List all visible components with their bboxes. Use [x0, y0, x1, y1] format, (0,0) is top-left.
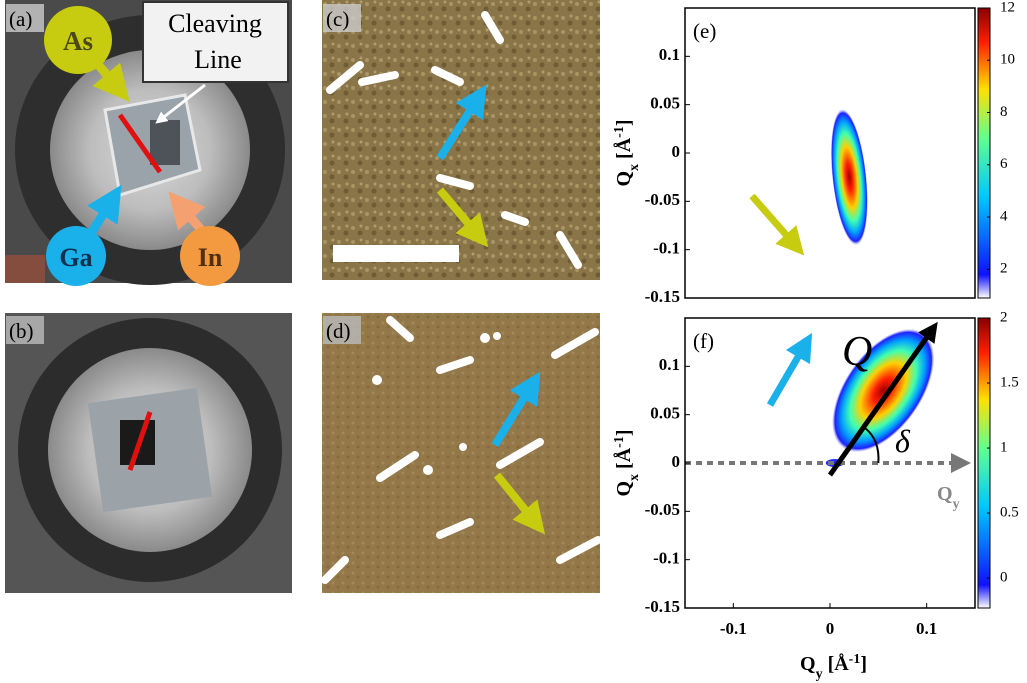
panel-label: (a) [9, 7, 32, 31]
panel-label: (c) [326, 7, 349, 31]
y-tick-label: 0 [672, 142, 681, 161]
annotation-part: y [953, 497, 960, 512]
colorbar [978, 318, 990, 608]
axis-label: Qx [Å-1] [612, 429, 642, 496]
colorbar-tick-label: 8 [1000, 104, 1008, 120]
y-tick-label: -0.05 [645, 500, 680, 519]
axis-label-part: [Å [612, 137, 635, 164]
y-tick-label: -0.15 [645, 287, 680, 306]
axis-label-part: -1 [612, 436, 627, 448]
panel-label: (e) [693, 19, 716, 43]
axis-label-part: -1 [849, 652, 861, 667]
y-tick-label: 0.05 [650, 94, 680, 113]
y-tick-label: -0.15 [645, 597, 680, 616]
colorbar-tick-label: 0.5 [1000, 505, 1019, 521]
axis-label-part: x [627, 164, 642, 171]
axis-label-part: y [816, 667, 823, 682]
element-label: In [198, 243, 223, 272]
y-tick-label: 0.1 [659, 45, 680, 64]
x-tick-label: 0.1 [916, 619, 937, 638]
afm-c [322, 0, 600, 280]
axis-label-part: Q [613, 171, 635, 187]
colorbar-tick-label: 2 [1000, 261, 1008, 277]
colorbar [978, 8, 990, 298]
y-tick-label: 0.1 [659, 355, 680, 374]
callout-text: Line [194, 45, 242, 74]
callout-text: Cleaving [168, 9, 262, 38]
x-tick-label: -0.1 [720, 619, 747, 638]
axis-label-part: Q [613, 481, 635, 497]
element-label: Ga [59, 243, 92, 272]
colorbar-tick-label: 2 [1000, 309, 1008, 325]
annotation: Q [842, 329, 872, 375]
axis-label-part: [Å [612, 447, 635, 474]
annotation: δ [895, 423, 911, 459]
colorbar-tick-label: 1.5 [1000, 374, 1019, 390]
annotation-part: Q [937, 483, 953, 505]
axis-label-part: [Å [823, 652, 850, 675]
axis-label: Qx [Å-1] [612, 119, 642, 186]
x-tick-label: 0 [826, 619, 835, 638]
axis-label-part: Q [800, 653, 816, 675]
element-label: As [63, 26, 93, 56]
photo-b [5, 313, 292, 593]
figure: As Ga In Cleaving Line (a) (b) (c) (d) -… [0, 0, 1027, 683]
axis-label-part: x [627, 474, 642, 481]
colorbar-tick-label: 6 [1000, 156, 1008, 172]
y-tick-label: -0.05 [645, 190, 680, 209]
panel-label: (f) [693, 329, 714, 353]
y-tick-label: -0.1 [653, 549, 680, 568]
colorbar-tick-label: 0 [1000, 570, 1008, 586]
colorbar-tick-label: 1 [1000, 439, 1008, 455]
axis-label-part: ] [613, 429, 635, 436]
y-tick-label: 0 [672, 452, 681, 471]
axis-label-part: -1 [612, 126, 627, 138]
y-tick-label: 0.05 [650, 404, 680, 423]
axis-label: Qy [Å-1] [800, 652, 867, 682]
axis-label-part: ] [860, 653, 867, 675]
colorbar-tick-label: 12 [1000, 0, 1015, 15]
colorbar-tick-label: 4 [1000, 208, 1008, 224]
y-tick-label: -0.1 [653, 239, 680, 258]
plot-area [685, 8, 975, 298]
panel-label: (b) [9, 319, 34, 343]
afm-d [322, 313, 600, 593]
panel-label: (d) [326, 319, 351, 343]
axis-label-part: ] [613, 119, 635, 126]
colorbar-tick-label: 10 [1000, 52, 1015, 68]
